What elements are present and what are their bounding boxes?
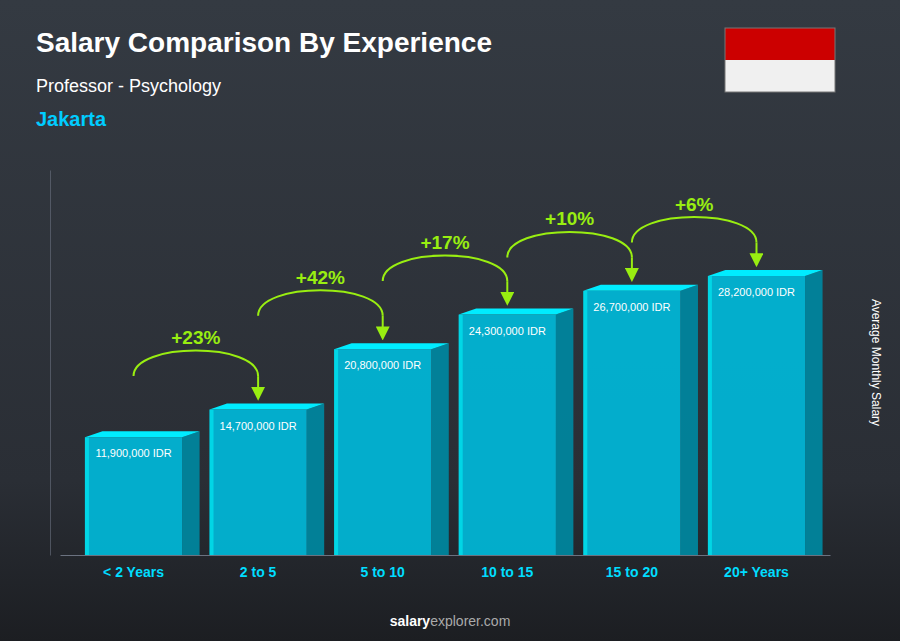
annotations: +23% +42% +17% +10% +6% — [134, 194, 757, 398]
y-axis — [50, 171, 51, 556]
x-tick-label: 15 to 20 — [606, 564, 658, 580]
data-label: 20,800,000 IDR — [344, 359, 421, 371]
bar-highlight — [708, 276, 712, 555]
x-tick: 20+ Years — [724, 555, 789, 580]
x-axis: < 2 Years 2 to 5 5 to 10 10 to 15 15 to 20 20… — [61, 555, 831, 580]
footer: salaryexplorer.com — [390, 613, 511, 629]
flag-border — [725, 28, 835, 92]
data-label: 28,200,000 IDR — [718, 286, 795, 298]
annotation-arc — [507, 232, 632, 258]
data-label: 26,700,000 IDR — [593, 301, 670, 313]
annotation-arrow — [382, 316, 384, 338]
annotation-arrow — [631, 257, 633, 279]
y-axis-line — [50, 171, 51, 556]
bar-side — [182, 431, 199, 555]
background — [0, 0, 900, 641]
footer-part: explorer.com — [430, 613, 510, 629]
annotation-arrow — [755, 243, 757, 265]
annotation: +10% — [545, 208, 594, 229]
x-tick: 15 to 20 — [606, 555, 658, 580]
annotation-arc — [134, 351, 259, 377]
x-tick-label: 2 to 5 — [240, 564, 277, 580]
bar-side — [307, 404, 324, 555]
bar — [459, 315, 556, 555]
bar-highlight — [85, 437, 89, 555]
data-label: 14,700,000 IDR — [220, 420, 297, 432]
annotation-arc — [258, 290, 383, 316]
city: Jakarta — [36, 108, 107, 130]
bar-top — [583, 285, 698, 291]
bar-group — [334, 343, 449, 555]
x-tick: 5 to 10 — [361, 555, 406, 580]
annotation-arrow — [257, 376, 259, 398]
bar-group — [459, 309, 574, 555]
subtitle: Professor - Psychology — [36, 76, 221, 96]
annotation: +6% — [675, 194, 714, 215]
annotation-arrow — [506, 281, 508, 303]
x-axis-line — [61, 555, 831, 556]
bar-top — [210, 404, 325, 410]
bar-group — [85, 431, 200, 555]
annotation-arc — [632, 217, 757, 243]
flag-white — [725, 60, 835, 92]
annotation: +17% — [420, 232, 469, 253]
bar-highlight — [210, 410, 214, 555]
data-label: 11,900,000 IDR — [95, 447, 171, 459]
footer-part: salary — [390, 613, 431, 629]
bar-top — [459, 309, 574, 315]
bar-highlight — [334, 349, 338, 555]
x-tick-label: < 2 Years — [103, 564, 164, 580]
bar — [708, 276, 805, 555]
flag-red — [725, 28, 835, 60]
bar-side — [680, 285, 697, 555]
chart-root: Salary Comparison By Experience Professor… — [0, 0, 900, 641]
title: Salary Comparison By Experience — [36, 27, 492, 58]
x-tick-label: 20+ Years — [724, 564, 789, 580]
annotation-arc — [383, 256, 508, 281]
bar — [210, 410, 307, 555]
bar-side — [805, 270, 822, 555]
annotation: +23% — [171, 327, 220, 348]
bars — [85, 270, 823, 555]
x-tick: 2 to 5 — [240, 555, 277, 580]
bar-side — [431, 343, 448, 555]
x-tick: < 2 Years — [103, 555, 164, 580]
bar — [334, 349, 431, 555]
bar — [85, 437, 182, 555]
bar-side — [556, 309, 573, 555]
data-label: 24,300,000 IDR — [469, 325, 546, 337]
data-labels: 11,900,000 IDR 14,700,000 IDR 20,800,000 I… — [95, 286, 795, 459]
x-tick: 10 to 15 — [481, 555, 533, 580]
y-axis-label: Average Monthly Salary — [869, 299, 883, 426]
bar — [583, 291, 680, 555]
x-tick-label: 10 to 15 — [481, 564, 533, 580]
bar-top — [85, 431, 200, 437]
bar-group — [583, 285, 698, 555]
bar-highlight — [583, 291, 587, 555]
annotation: +42% — [296, 267, 345, 288]
bar-top — [334, 343, 449, 349]
bar-highlight — [459, 315, 463, 555]
bar-group — [210, 404, 325, 555]
flag — [725, 28, 835, 92]
bar-top — [708, 270, 823, 276]
x-tick-label: 5 to 10 — [361, 564, 406, 580]
bar-group — [708, 270, 823, 555]
